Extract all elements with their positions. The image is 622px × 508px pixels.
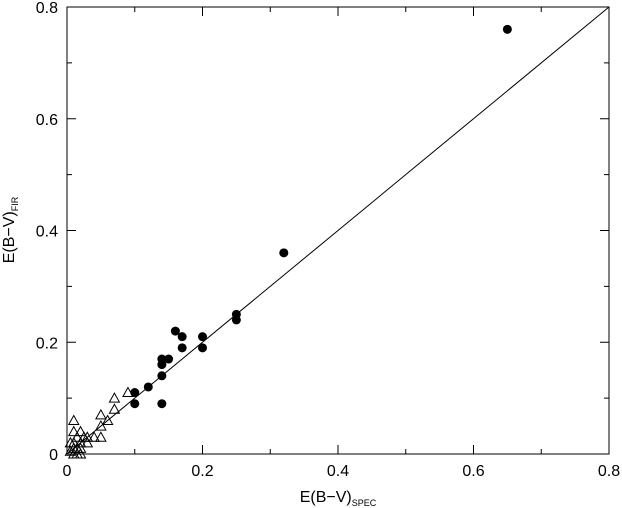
data-point-triangle xyxy=(81,436,94,448)
data-point-triangle xyxy=(108,403,121,414)
data-point-triangle xyxy=(95,431,107,442)
axis-ticks xyxy=(66,6,610,455)
data-point-circle xyxy=(130,388,140,398)
data-point-triangle xyxy=(74,425,87,437)
data-point-triangle xyxy=(71,447,84,459)
data-point-circle xyxy=(170,326,180,336)
data-point-circle xyxy=(157,360,167,370)
data-point-circle xyxy=(231,315,241,325)
data-point-circle xyxy=(130,399,140,409)
y-tick-label: 0.8 xyxy=(36,0,58,17)
data-point-circle xyxy=(164,354,174,364)
y-axis-label: E(B−V)FIR xyxy=(1,196,20,263)
data-point-triangle xyxy=(64,436,77,448)
data-point-triangle xyxy=(108,392,121,403)
y-tick-label: 0.6 xyxy=(36,112,58,129)
x-tick-label: 0.8 xyxy=(598,463,620,480)
x-axis-label-sub: SPEC xyxy=(352,498,377,508)
y-axis-label-sub: FIR xyxy=(10,196,20,211)
x-tick-label: 0.4 xyxy=(327,463,349,480)
data-point-triangle xyxy=(67,414,80,425)
x-tick-label: 0 xyxy=(63,463,72,480)
identity-line xyxy=(66,6,610,455)
data-point-circle xyxy=(198,343,207,353)
data-point-circle xyxy=(157,399,167,409)
data-point-circle xyxy=(177,343,187,353)
x-tick-label: 0.6 xyxy=(462,463,484,480)
data-point-triangle xyxy=(71,431,84,442)
data-points xyxy=(64,24,512,459)
data-point-triangle xyxy=(67,425,80,437)
data-point-triangle xyxy=(88,431,100,442)
y-axis-label-main: E(B−V) xyxy=(1,211,18,263)
x-tick-label: 0.2 xyxy=(191,463,213,480)
data-point-circle xyxy=(502,24,512,34)
y-tick-label: 0.4 xyxy=(36,224,58,241)
data-point-circle xyxy=(143,382,153,392)
x-axis-label: E(B−V)SPEC xyxy=(300,489,377,508)
data-point-circle xyxy=(279,248,289,258)
data-point-triangle xyxy=(74,436,87,448)
x-axis-label-main: E(B−V) xyxy=(300,489,352,506)
tick-labels: 0 0.2 0.4 0.6 0.8 0 0.2 0.4 0.6 0.8 xyxy=(36,0,620,480)
data-point-triangle xyxy=(95,420,107,431)
y-tick-label: 0.2 xyxy=(36,335,58,352)
data-point-triangle xyxy=(78,431,90,442)
data-point-circle xyxy=(177,332,187,342)
data-point-triangle xyxy=(122,386,134,398)
data-point-triangle xyxy=(101,414,114,425)
data-point-triangle xyxy=(95,408,107,420)
data-point-circle xyxy=(198,332,207,342)
y-tick-label: 0 xyxy=(49,447,58,464)
data-point-circle xyxy=(157,371,167,381)
data-point-triangle xyxy=(64,445,77,456)
